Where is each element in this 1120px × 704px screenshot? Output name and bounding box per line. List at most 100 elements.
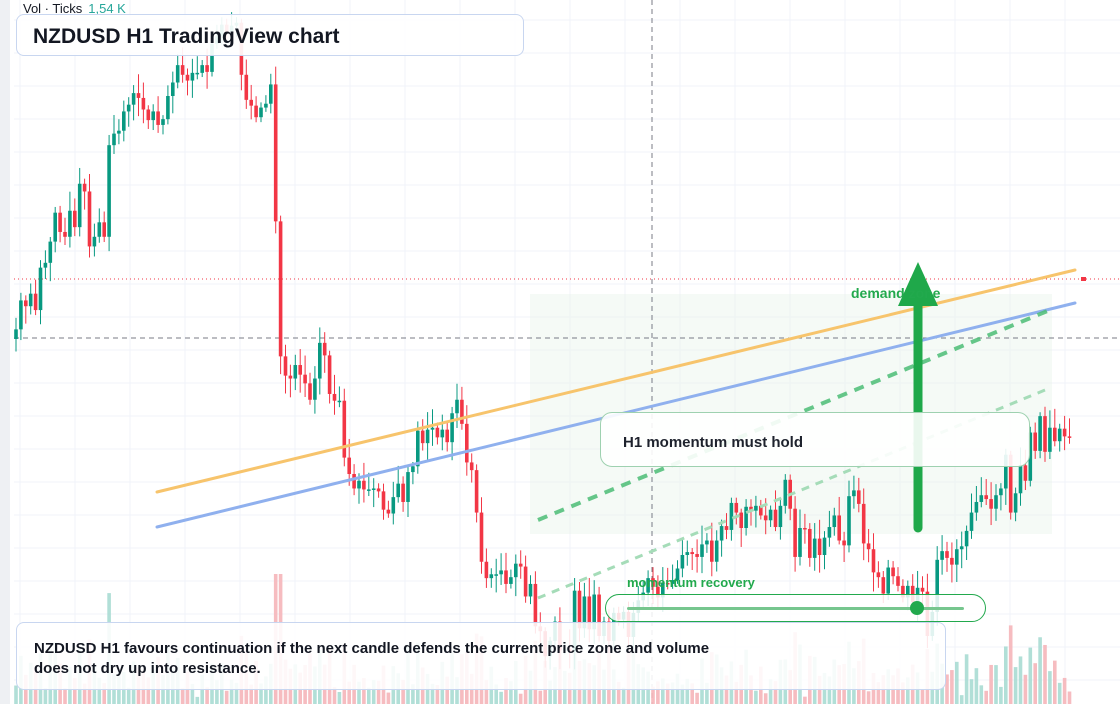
chart-title: NZDUSD H1 TradingView chart bbox=[33, 25, 340, 48]
volume-bar bbox=[205, 687, 209, 704]
demand-zone-label: demand zone bbox=[851, 285, 941, 301]
volume-bar bbox=[1004, 646, 1008, 704]
candle-body bbox=[166, 96, 170, 120]
candle-body bbox=[156, 111, 160, 125]
candle-body bbox=[597, 594, 601, 636]
candle-body bbox=[107, 145, 111, 237]
candle-body bbox=[974, 501, 979, 513]
candle-body bbox=[852, 490, 856, 497]
volume-bar bbox=[1023, 674, 1028, 704]
candle-body bbox=[195, 72, 200, 75]
candle-body bbox=[861, 503, 866, 544]
candle-body bbox=[386, 509, 391, 514]
momentum-recovery-slider[interactable] bbox=[605, 594, 986, 622]
volume-bar bbox=[337, 691, 342, 704]
candle-body bbox=[19, 300, 23, 330]
candle-body bbox=[803, 528, 807, 530]
volume-bar bbox=[621, 687, 626, 704]
volume-bar bbox=[229, 679, 234, 704]
candle-body bbox=[131, 93, 136, 105]
candle-body bbox=[989, 499, 993, 509]
volume-bar bbox=[224, 690, 229, 704]
volume-bar bbox=[435, 684, 440, 704]
candle-body bbox=[175, 65, 180, 83]
candle-body bbox=[278, 221, 283, 357]
momentum-callout-text: H1 momentum must hold bbox=[623, 434, 804, 451]
candle-body bbox=[73, 210, 77, 228]
candle-body bbox=[714, 540, 719, 562]
candle-body bbox=[778, 505, 783, 528]
candle-body bbox=[298, 365, 302, 375]
candle-body bbox=[68, 210, 72, 237]
candle-body bbox=[822, 537, 827, 555]
bullish-arrow-head bbox=[898, 262, 938, 306]
volume-bar bbox=[1053, 660, 1057, 704]
candle-body bbox=[984, 495, 988, 500]
candle-body bbox=[48, 241, 53, 263]
volume-bar bbox=[959, 695, 964, 704]
candle-body bbox=[798, 528, 802, 557]
candle-body bbox=[719, 526, 724, 541]
candle-body bbox=[670, 580, 675, 584]
candle-body bbox=[416, 430, 420, 467]
candle-body bbox=[734, 502, 739, 513]
candle-body bbox=[959, 546, 964, 550]
volume-bar bbox=[1028, 647, 1033, 704]
candle-body bbox=[318, 342, 322, 379]
candle-body bbox=[53, 212, 57, 242]
volume-bar bbox=[1013, 667, 1018, 704]
momentum-callout: H1 momentum must hold bbox=[600, 412, 1030, 467]
candle-body bbox=[695, 554, 699, 557]
candle-body bbox=[955, 549, 959, 565]
volume-bar bbox=[690, 683, 694, 704]
candle-body bbox=[749, 506, 753, 511]
volume-bar bbox=[357, 681, 361, 704]
candle-body bbox=[489, 574, 494, 579]
candle-body bbox=[857, 490, 861, 504]
volume-bar bbox=[102, 683, 106, 704]
candle-body bbox=[406, 472, 410, 502]
volume-bar bbox=[734, 681, 739, 704]
volume-bar bbox=[63, 688, 67, 704]
candle-body bbox=[710, 540, 714, 562]
candle-body bbox=[455, 399, 459, 414]
candle-body bbox=[754, 505, 758, 511]
volume-bar bbox=[984, 690, 988, 704]
candle-body bbox=[509, 577, 513, 584]
candle-body bbox=[533, 583, 538, 627]
volume-bar bbox=[1062, 677, 1067, 704]
candle-body bbox=[999, 488, 1003, 496]
candle-body bbox=[210, 43, 214, 72]
candle-body bbox=[259, 107, 263, 118]
volume-bar bbox=[1018, 656, 1023, 704]
candle-body bbox=[381, 491, 386, 510]
candle-body bbox=[729, 502, 734, 530]
candle-body bbox=[367, 489, 371, 491]
candle-body bbox=[969, 512, 974, 531]
volume-bar bbox=[146, 677, 151, 704]
volume-bar bbox=[768, 679, 773, 704]
candle-body bbox=[401, 483, 405, 502]
candle-body bbox=[847, 496, 851, 546]
candle-body bbox=[881, 577, 886, 594]
candle-body bbox=[33, 293, 38, 311]
candle-body bbox=[690, 552, 694, 555]
volume-indicator-legend[interactable]: Vol · Ticks 1,54 K bbox=[23, 1, 126, 16]
volume-bar bbox=[955, 661, 959, 704]
candle-body bbox=[514, 563, 518, 578]
candle-body bbox=[518, 563, 523, 567]
candle-body bbox=[362, 480, 366, 490]
candle-body bbox=[77, 183, 82, 228]
candle-body bbox=[161, 119, 165, 125]
volume-bar bbox=[484, 680, 489, 704]
volume-bar bbox=[14, 685, 18, 704]
slider-knob[interactable] bbox=[909, 601, 924, 615]
volume-value: 1,54 K bbox=[88, 1, 126, 16]
candle-body bbox=[523, 566, 528, 597]
candle-body bbox=[768, 509, 773, 521]
candle-body bbox=[866, 543, 871, 550]
candle-body bbox=[773, 509, 778, 528]
volume-bar bbox=[371, 680, 376, 704]
candle-body bbox=[1013, 493, 1018, 513]
volume-bar bbox=[616, 681, 621, 704]
